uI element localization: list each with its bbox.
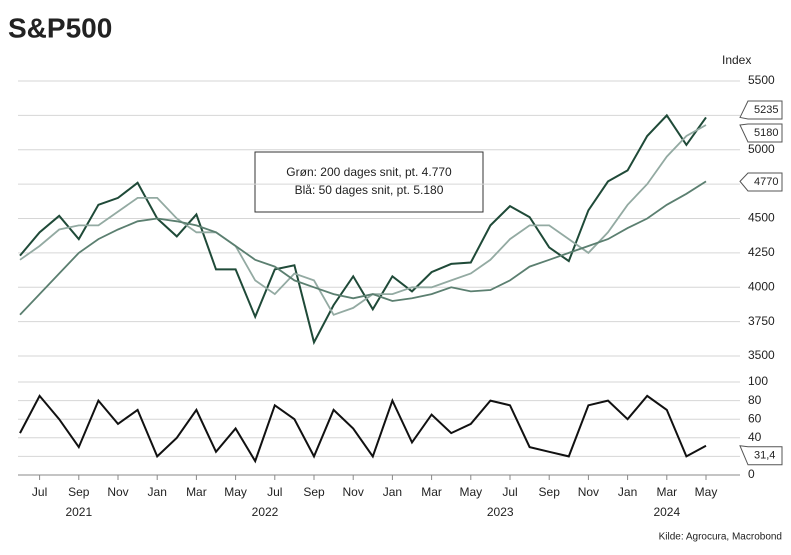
series-line — [19, 394, 707, 464]
series-line — [19, 124, 707, 316]
end-tag — [739, 172, 783, 192]
end-label: 31,4 — [754, 450, 775, 462]
x-tick-label: Jul — [267, 485, 282, 499]
end-label: 5235 — [754, 104, 778, 116]
x-tick-label: Jan — [618, 485, 637, 499]
x-tick-label: Mar — [186, 485, 207, 499]
x-tick-label: May — [459, 485, 482, 499]
annotation-box — [254, 151, 484, 213]
end-tag — [739, 100, 783, 120]
y-tick-label: 100 — [748, 374, 768, 388]
series-line — [19, 113, 707, 346]
x-tick-label: Jul — [502, 485, 517, 499]
y-tick-label: 4500 — [748, 211, 775, 225]
y-tick-label: 4250 — [748, 245, 775, 259]
x-tick-label: Mar — [421, 485, 442, 499]
source: Kilde: Agrocura, Macrobond — [659, 532, 782, 543]
annotation: Grøn: 200 dages snit, pt. 4.770 — [286, 165, 452, 179]
y-tick-label: 3750 — [748, 314, 775, 328]
x-tick-label: Sep — [539, 485, 561, 499]
end-tag — [739, 123, 783, 143]
end-label: 5180 — [754, 127, 778, 139]
y-tick-label: 5500 — [748, 73, 775, 87]
x-tick-label: May — [224, 485, 247, 499]
x-tick-label: Jan — [383, 485, 402, 499]
y-tick-label: 60 — [748, 411, 762, 425]
y-tick-label: 5000 — [748, 142, 775, 156]
end-label: 4770 — [754, 176, 778, 188]
y-tick-label: 40 — [748, 430, 762, 444]
year-label: 2021 — [65, 505, 92, 519]
x-tick-label: May — [695, 485, 718, 499]
x-tick-label: Sep — [303, 485, 325, 499]
x-tick-label: Nov — [343, 485, 364, 499]
y-tick-label: 80 — [748, 393, 762, 407]
x-tick-label: Sep — [68, 485, 90, 499]
x-tick-label: Mar — [656, 485, 677, 499]
x-tick-label: Jan — [148, 485, 167, 499]
end-tag — [739, 445, 783, 466]
annotation: Blå: 50 dages snit, pt. 5.180 — [295, 183, 444, 197]
series-line — [19, 180, 707, 316]
x-tick-label: Nov — [107, 485, 128, 499]
y-tick-label: 3500 — [748, 348, 775, 362]
y-axis-label: Index — [722, 53, 751, 67]
y-tick-label: 0 — [748, 467, 755, 481]
x-tick-label: Jul — [32, 485, 47, 499]
year-label: 2024 — [653, 505, 680, 519]
year-label: 2022 — [252, 505, 279, 519]
x-tick-label: Nov — [578, 485, 599, 499]
chart-title: S&P500 — [8, 12, 112, 43]
year-label: 2023 — [487, 505, 514, 519]
y-tick-label: 4000 — [748, 279, 775, 293]
